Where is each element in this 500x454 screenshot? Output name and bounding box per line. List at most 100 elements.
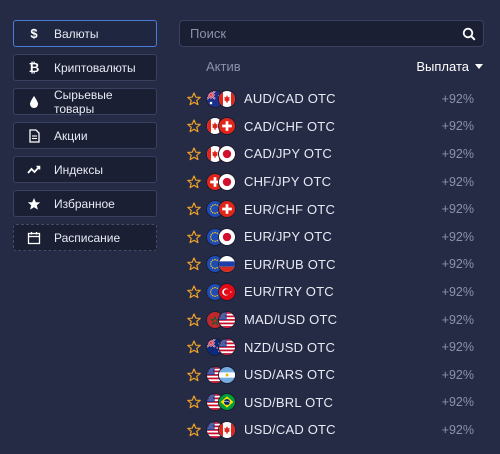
bitcoin-icon: ₿	[28, 60, 40, 75]
dollar-icon: $	[30, 26, 38, 41]
currency-pair-flags	[206, 172, 238, 192]
favorite-star-icon[interactable]	[186, 91, 202, 107]
asset-name: EUR/TRY OTC	[244, 284, 334, 300]
asset-row[interactable]: CAD/CHF OTC +92%	[179, 113, 484, 141]
asset-row[interactable]: USD/CAD OTC +92%	[179, 416, 484, 444]
asset-row[interactable]: CHF/JPY OTC +92%	[179, 168, 484, 196]
asset-payout: +92%	[441, 312, 474, 327]
star-icon	[26, 196, 42, 212]
flag-jp-icon	[218, 227, 236, 246]
search-box	[179, 20, 484, 47]
asset-name: MAD/USD OTC	[244, 312, 338, 328]
asset-row[interactable]: EUR/TRY OTC +92%	[179, 278, 484, 306]
flag-ch-icon	[218, 200, 236, 219]
asset-payout: +92%	[441, 257, 474, 272]
favorite-star-icon[interactable]	[186, 394, 202, 410]
category-commodities[interactable]: Сырьевые товары	[13, 87, 157, 116]
category-favorites[interactable]: Избранное	[13, 190, 157, 217]
favorite-star-icon[interactable]	[186, 146, 202, 162]
category-indices[interactable]: Индексы	[13, 156, 157, 183]
flag-br-icon	[218, 393, 236, 412]
favorite-star-icon[interactable]	[186, 256, 202, 272]
asset-column-header: Актив	[206, 59, 241, 74]
asset-list: AUD/CAD OTC +92% CAD/CHF OTC +92% CAD/JPY OT…	[179, 85, 484, 444]
asset-name: AUD/CAD OTC	[244, 91, 336, 107]
flag-ca-icon	[218, 89, 236, 108]
category-label: Валюты	[54, 26, 99, 41]
currency-pair-flags	[206, 420, 238, 440]
flag-us-icon	[218, 310, 236, 329]
flag-ar-icon	[218, 365, 236, 384]
oil-drop-icon	[26, 94, 42, 110]
calendar-icon	[26, 230, 42, 246]
currency-pair-flags	[206, 227, 238, 247]
asset-row[interactable]: MAD/USD OTC +92%	[179, 306, 484, 334]
flag-tr-icon	[218, 282, 236, 301]
favorite-star-icon[interactable]	[186, 422, 202, 438]
currency-pair-flags	[206, 199, 238, 219]
category-label: Криптовалюты	[54, 60, 136, 75]
asset-payout: +92%	[441, 91, 474, 106]
flag-ca-icon	[218, 420, 236, 439]
asset-payout: +92%	[441, 229, 474, 244]
favorite-star-icon[interactable]	[186, 118, 202, 134]
asset-payout: +92%	[441, 119, 474, 134]
document-icon	[26, 128, 42, 144]
category-label: Акции	[54, 128, 88, 143]
currency-pair-flags	[206, 254, 238, 274]
asset-name: NZD/USD OTC	[244, 339, 336, 355]
currency-pair-flags	[206, 365, 238, 385]
flag-ru-icon	[218, 255, 236, 274]
favorite-star-icon[interactable]	[186, 229, 202, 245]
flag-ch-icon	[218, 117, 236, 136]
category-stocks[interactable]: Акции	[13, 122, 157, 149]
currency-pair-flags	[206, 282, 238, 302]
favorite-star-icon[interactable]	[186, 174, 202, 190]
category-label: Сырьевые товары	[53, 87, 113, 116]
currency-pair-flags	[206, 116, 238, 136]
asset-name: CAD/CHF OTC	[244, 118, 336, 134]
trend-icon	[26, 162, 42, 178]
category-currencies[interactable]: $ Валюты	[13, 20, 157, 47]
asset-name: USD/CAD OTC	[244, 422, 336, 438]
favorite-star-icon[interactable]	[186, 284, 202, 300]
asset-name: CAD/JPY OTC	[244, 146, 332, 162]
asset-payout: +92%	[441, 422, 474, 437]
asset-table-header: Актив Выплата	[179, 59, 489, 75]
favorite-star-icon[interactable]	[186, 201, 202, 217]
category-label: Избранное	[54, 196, 115, 211]
flag-jp-icon	[218, 144, 236, 163]
asset-name: USD/BRL OTC	[244, 394, 334, 410]
category-schedule[interactable]: Расписание	[13, 224, 157, 251]
currency-pair-flags	[206, 392, 238, 412]
asset-name: EUR/CHF OTC	[244, 201, 336, 217]
payout-sort-button[interactable]: Выплата	[416, 59, 483, 74]
asset-row[interactable]: EUR/JPY OTC +92%	[179, 223, 484, 251]
flag-jp-icon	[218, 172, 236, 191]
asset-name: EUR/JPY OTC	[244, 229, 332, 245]
asset-name: CHF/JPY OTC	[244, 174, 332, 190]
favorite-star-icon[interactable]	[186, 339, 202, 355]
asset-payout: +92%	[441, 202, 474, 217]
category-crypto[interactable]: ₿ Криптовалюты	[13, 54, 157, 81]
asset-row[interactable]: USD/BRL OTC +92%	[179, 389, 484, 417]
favorite-star-icon[interactable]	[186, 367, 202, 383]
currency-pair-flags	[206, 144, 238, 164]
category-label: Расписание	[54, 230, 121, 245]
category-label: Индексы	[54, 162, 103, 177]
search-icon[interactable]	[455, 21, 483, 46]
search-input[interactable]	[180, 21, 455, 46]
asset-row[interactable]: NZD/USD OTC +92%	[179, 333, 484, 361]
asset-row[interactable]: AUD/CAD OTC +92%	[179, 85, 484, 113]
favorite-star-icon[interactable]	[186, 312, 202, 328]
asset-row[interactable]: EUR/CHF OTC +92%	[179, 195, 484, 223]
caret-down-icon	[475, 64, 483, 69]
asset-row[interactable]: EUR/RUB OTC +92%	[179, 251, 484, 279]
currency-pair-flags	[206, 89, 238, 109]
currency-pair-flags	[206, 337, 238, 357]
asset-payout: +92%	[441, 146, 474, 161]
asset-payout: +92%	[441, 395, 474, 410]
asset-row[interactable]: CAD/JPY OTC +92%	[179, 140, 484, 168]
flag-us-icon	[218, 338, 236, 357]
asset-row[interactable]: USD/ARS OTC +92%	[179, 361, 484, 389]
